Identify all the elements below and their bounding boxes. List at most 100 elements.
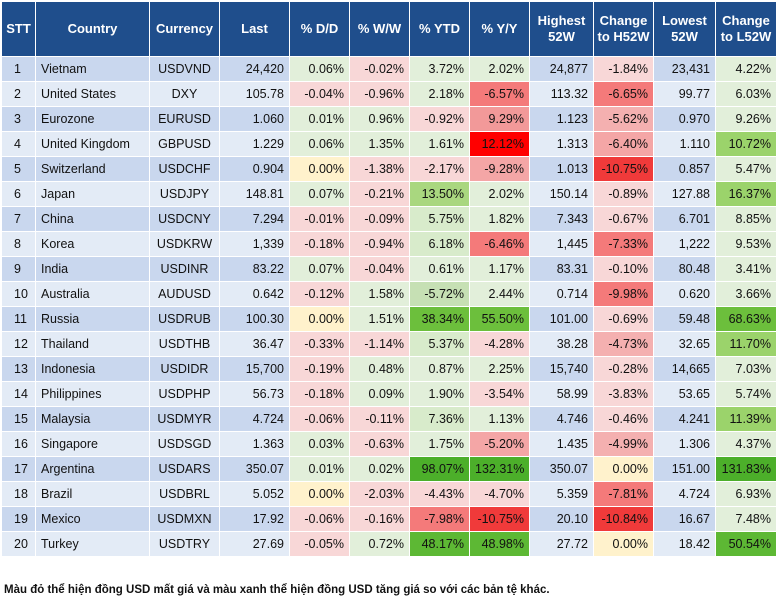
cell: 27.72 (529, 531, 594, 557)
cell: -2.17% (409, 156, 470, 182)
cell: 1.060 (219, 106, 290, 132)
cell: 0.00% (593, 531, 654, 557)
cell: 4.746 (529, 406, 594, 432)
cell: -6.65% (593, 81, 654, 107)
table-body: 1 Vietnam USDVND 24,420 0.06% -0.02% 3.72% 2.02… (1, 56, 777, 557)
table-row: 3 Eurozone EURUSD 1.060 0.01% 0.96% -0.92% 9.29… (1, 106, 777, 132)
cell: 0.01% (289, 106, 350, 132)
cell: 2.44% (469, 281, 530, 307)
cell: USDVND (149, 56, 220, 82)
cell: India (35, 256, 150, 282)
cell: 5 (1, 156, 36, 182)
cell: 0.06% (289, 131, 350, 157)
table-row: 1 Vietnam USDVND 24,420 0.06% -0.02% 3.72% 2.02… (1, 56, 777, 82)
cell: -5.62% (593, 106, 654, 132)
cell: 58.99 (529, 381, 594, 407)
cell: 0.857 (653, 156, 716, 182)
cell: 5.052 (219, 481, 290, 507)
cell: USDMXN (149, 506, 220, 532)
cell: -0.96% (349, 81, 410, 107)
cell: -5.72% (409, 281, 470, 307)
cell: -3.83% (593, 381, 654, 407)
cell: 24,877 (529, 56, 594, 82)
cell: 0.03% (289, 431, 350, 457)
cell: Philippines (35, 381, 150, 407)
cell: 148.81 (219, 181, 290, 207)
cell: 5.75% (409, 206, 470, 232)
cell: 0.904 (219, 156, 290, 182)
cell: 1.17% (469, 256, 530, 282)
cell: 4.724 (219, 406, 290, 432)
cell: 1.313 (529, 131, 594, 157)
cell: 0.00% (593, 456, 654, 482)
cell: 1.306 (653, 431, 716, 457)
cell: 17.92 (219, 506, 290, 532)
cell: 3.66% (715, 281, 777, 307)
cell: 11.39% (715, 406, 777, 432)
cell: -10.84% (593, 506, 654, 532)
column-header: Last (219, 1, 290, 57)
cell: 1,222 (653, 231, 716, 257)
cell: -1.38% (349, 156, 410, 182)
cell: 1 (1, 56, 36, 82)
cell: 9.53% (715, 231, 777, 257)
cell: -7.98% (409, 506, 470, 532)
cell: 0.00% (289, 306, 350, 332)
cell: -0.21% (349, 181, 410, 207)
cell: 0.02% (349, 456, 410, 482)
cell: -0.06% (289, 506, 350, 532)
table-row: 13 Indonesia USDIDR 15,700 -0.19% 0.48% 0.87% 2… (1, 356, 777, 382)
cell: 5.74% (715, 381, 777, 407)
cell: 0.87% (409, 356, 470, 382)
cell: 36.47 (219, 331, 290, 357)
cell: 16 (1, 431, 36, 457)
cell: 113.32 (529, 81, 594, 107)
cell: USDKRW (149, 231, 220, 257)
cell: 0.96% (349, 106, 410, 132)
cell: 13 (1, 356, 36, 382)
cell: 48.98% (469, 531, 530, 557)
cell: 12 (1, 331, 36, 357)
cell: 98.07% (409, 456, 470, 482)
table-row: 20 Turkey USDTRY 27.69 -0.05% 0.72% 48.17% 48.9… (1, 531, 777, 557)
cell: USDBRL (149, 481, 220, 507)
cell: 38.34% (409, 306, 470, 332)
cell: -0.18% (289, 231, 350, 257)
cell: 1.110 (653, 131, 716, 157)
cell: Japan (35, 181, 150, 207)
cell: 6.701 (653, 206, 716, 232)
cell: 0.07% (289, 181, 350, 207)
cell: United Kingdom (35, 131, 150, 157)
cell: 11.70% (715, 331, 777, 357)
cell: -10.75% (469, 506, 530, 532)
column-header: % Y/Y (469, 1, 530, 57)
cell: 8 (1, 231, 36, 257)
cell: 100.30 (219, 306, 290, 332)
cell: 0.00% (289, 481, 350, 507)
table-row: 10 Australia AUDUSD 0.642 -0.12% 1.58% -5.72% 2… (1, 281, 777, 307)
cell: 7.03% (715, 356, 777, 382)
cell: 20 (1, 531, 36, 557)
cell: 1,445 (529, 231, 594, 257)
cell: 4.724 (653, 481, 716, 507)
cell: 50.54% (715, 531, 777, 557)
table-row: 5 Switzerland USDCHF 0.904 0.00% -1.38% -2.17%… (1, 156, 777, 182)
cell: 7.294 (219, 206, 290, 232)
cell: 0.09% (349, 381, 410, 407)
cell: USDJPY (149, 181, 220, 207)
cell: -0.18% (289, 381, 350, 407)
cell: -0.09% (349, 206, 410, 232)
cell: 68.63% (715, 306, 777, 332)
cell: 1.51% (349, 306, 410, 332)
table-row: 6 Japan USDJPY 148.81 0.07% -0.21% 13.50% 2.02%… (1, 181, 777, 207)
cell: AUDUSD (149, 281, 220, 307)
column-header: % W/W (349, 1, 410, 57)
cell: -1.84% (593, 56, 654, 82)
cell: -0.67% (593, 206, 654, 232)
cell: 1.123 (529, 106, 594, 132)
cell: 80.48 (653, 256, 716, 282)
cell: 8.85% (715, 206, 777, 232)
cell: 127.88 (653, 181, 716, 207)
cell: Korea (35, 231, 150, 257)
cell: DXY (149, 81, 220, 107)
